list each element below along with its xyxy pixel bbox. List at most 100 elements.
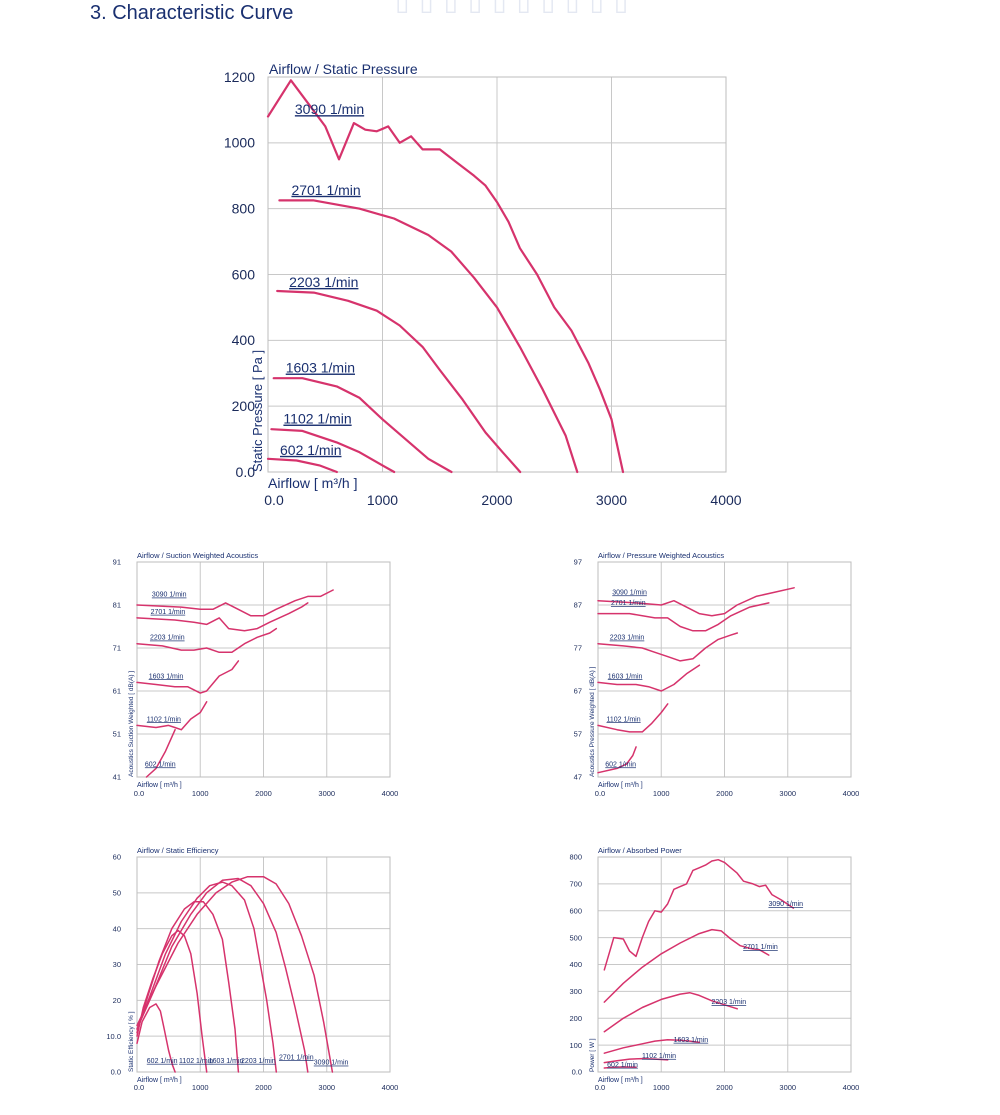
series-line — [266, 79, 625, 474]
series-line — [136, 881, 278, 1073]
y-tick-label: 500 — [569, 933, 582, 942]
watermark: ▯▯▯▯▯▯▯▯▯▯ — [395, 0, 639, 16]
y-tick-label: 600 — [569, 906, 582, 915]
x-tick-label: 3000 — [779, 789, 796, 798]
y-tick-label: 800 — [569, 853, 582, 862]
x-tick-label: 2000 — [255, 789, 272, 798]
x-tick-label: 3000 — [779, 1083, 796, 1092]
series-line — [136, 701, 208, 731]
series-label: 1603 1/min — [674, 1037, 709, 1044]
series-line — [603, 858, 795, 971]
y-tick-label: 30 — [113, 960, 121, 969]
series-label: 3090 1/min — [314, 1060, 349, 1067]
y-tick-label: 50 — [113, 888, 121, 897]
series-line — [603, 928, 770, 1003]
series-line — [597, 632, 739, 662]
series-line — [136, 602, 309, 632]
y-tick-label: 97 — [574, 558, 582, 567]
y-tick-label: 77 — [574, 644, 582, 653]
series-label: 2203 1/min — [241, 1058, 276, 1065]
series-label: 2701 1/min — [743, 944, 778, 951]
y-tick-label: 400 — [569, 960, 582, 969]
y-tick-label: 61 — [113, 687, 121, 696]
x-axis-label: Airflow [ m³/h ] — [598, 782, 643, 789]
series-label: 3090 1/min — [612, 589, 647, 596]
x-tick-label: 0.0 — [134, 789, 144, 798]
series-label: 2203 1/min — [712, 999, 747, 1006]
y-tick-label: 51 — [113, 730, 121, 739]
x-tick-label: 2000 — [716, 789, 733, 798]
x-tick-label: 1000 — [192, 1083, 209, 1092]
x-tick-label: 0.0 — [595, 1083, 605, 1092]
series-line — [136, 1003, 176, 1073]
series-label: 1102 1/min — [283, 411, 351, 427]
series-label: 1102 1/min — [179, 1058, 213, 1065]
chart-title: Airflow / Pressure Weighted Acoustics — [598, 551, 724, 560]
y-tick-label: 0.0 — [572, 1068, 582, 1077]
y-tick-label: 87 — [574, 601, 582, 610]
series-line — [270, 428, 396, 474]
plot-frame — [136, 561, 391, 778]
x-tick-label: 2000 — [716, 1083, 733, 1092]
series-line — [276, 289, 522, 474]
series-label: 2203 1/min — [289, 274, 358, 290]
series-line — [145, 728, 176, 778]
series-label: 3090 1/min — [152, 592, 187, 599]
y-tick-label: 47 — [574, 773, 582, 782]
x-tick-label: 1000 — [192, 789, 209, 798]
series-line — [136, 875, 334, 1073]
series-label: 2701 1/min — [291, 182, 360, 198]
series-label: 3090 1/min — [768, 901, 803, 908]
series-label: 1603 1/min — [608, 673, 643, 680]
x-tick-label: 1000 — [653, 1083, 670, 1092]
series-line — [603, 1057, 669, 1064]
series-line — [597, 587, 795, 617]
y-tick-label: 800 — [232, 201, 256, 217]
x-tick-label: 4000 — [843, 1083, 860, 1092]
series-line — [597, 746, 637, 774]
y-axis-label: Acoustics Pressure Weighted [ dB(A) ] — [589, 666, 596, 777]
x-axis-label: Airflow [ m³/h ] — [598, 1077, 643, 1084]
y-tick-label: 0.0 — [236, 464, 256, 480]
series-label: 2701 1/min — [151, 609, 186, 616]
x-axis-label: Airflow [ m³/h ] — [137, 782, 182, 789]
series-label: 1603 1/min — [149, 673, 184, 680]
series-line — [136, 660, 240, 694]
series-line — [597, 602, 770, 632]
y-axis-label: Static Pressure [ Pa ] — [250, 350, 265, 472]
series-label: 1102 1/min — [642, 1053, 676, 1060]
series-label: 2203 1/min — [150, 635, 185, 642]
section-title: 3. Characteristic Curve — [90, 2, 294, 24]
y-tick-label: 200 — [569, 1014, 582, 1023]
y-tick-label: 81 — [113, 601, 121, 610]
chart-title: Airflow / Static Pressure — [269, 61, 418, 77]
y-tick-label: 100 — [569, 1041, 582, 1050]
series-line — [266, 457, 338, 474]
chart-1: 0.0 1000 2000 3000 4000 0.0 200 400 600 800 1000 12… — [224, 61, 742, 508]
series-label: 2701 1/min — [279, 1054, 314, 1061]
y-tick-label: 57 — [574, 730, 582, 739]
chart-2: 0.0 1000 2000 3000 4000 41 51 61 71 81 91 Airflow /… — [113, 551, 399, 798]
y-axis-label: Acoustics Suction Weighted [ dB(A) ] — [128, 671, 135, 777]
y-tick-label: 1200 — [224, 69, 255, 85]
series-line — [136, 901, 240, 1073]
y-tick-label: 200 — [232, 398, 256, 414]
y-tick-label: 10.0 — [106, 1032, 121, 1041]
x-axis-label: Airflow [ m³/h ] — [268, 475, 357, 491]
series-label: 1603 1/min — [286, 360, 355, 376]
series-label: 1102 1/min — [607, 716, 641, 723]
chart-3: 0.0 1000 2000 3000 4000 47 57 67 77 87 97 Airflow /… — [574, 551, 860, 798]
y-tick-label: 600 — [232, 266, 256, 282]
y-tick-label: 300 — [569, 987, 582, 996]
series-line — [603, 1039, 701, 1054]
y-tick-label: 67 — [574, 687, 582, 696]
chart-5: 0.0 1000 2000 3000 4000 0.0 100 200 300 400 500 600… — [569, 846, 859, 1092]
series-label: 3090 1/min — [295, 101, 364, 117]
y-tick-label: 41 — [113, 773, 121, 782]
series-line — [136, 627, 278, 654]
x-tick-label: 1000 — [367, 492, 398, 508]
chart-title: Airflow / Static Efficiency — [137, 846, 219, 855]
series-line — [603, 991, 739, 1033]
y-axis-label: Static Efficiency [ % ] — [128, 1011, 135, 1072]
